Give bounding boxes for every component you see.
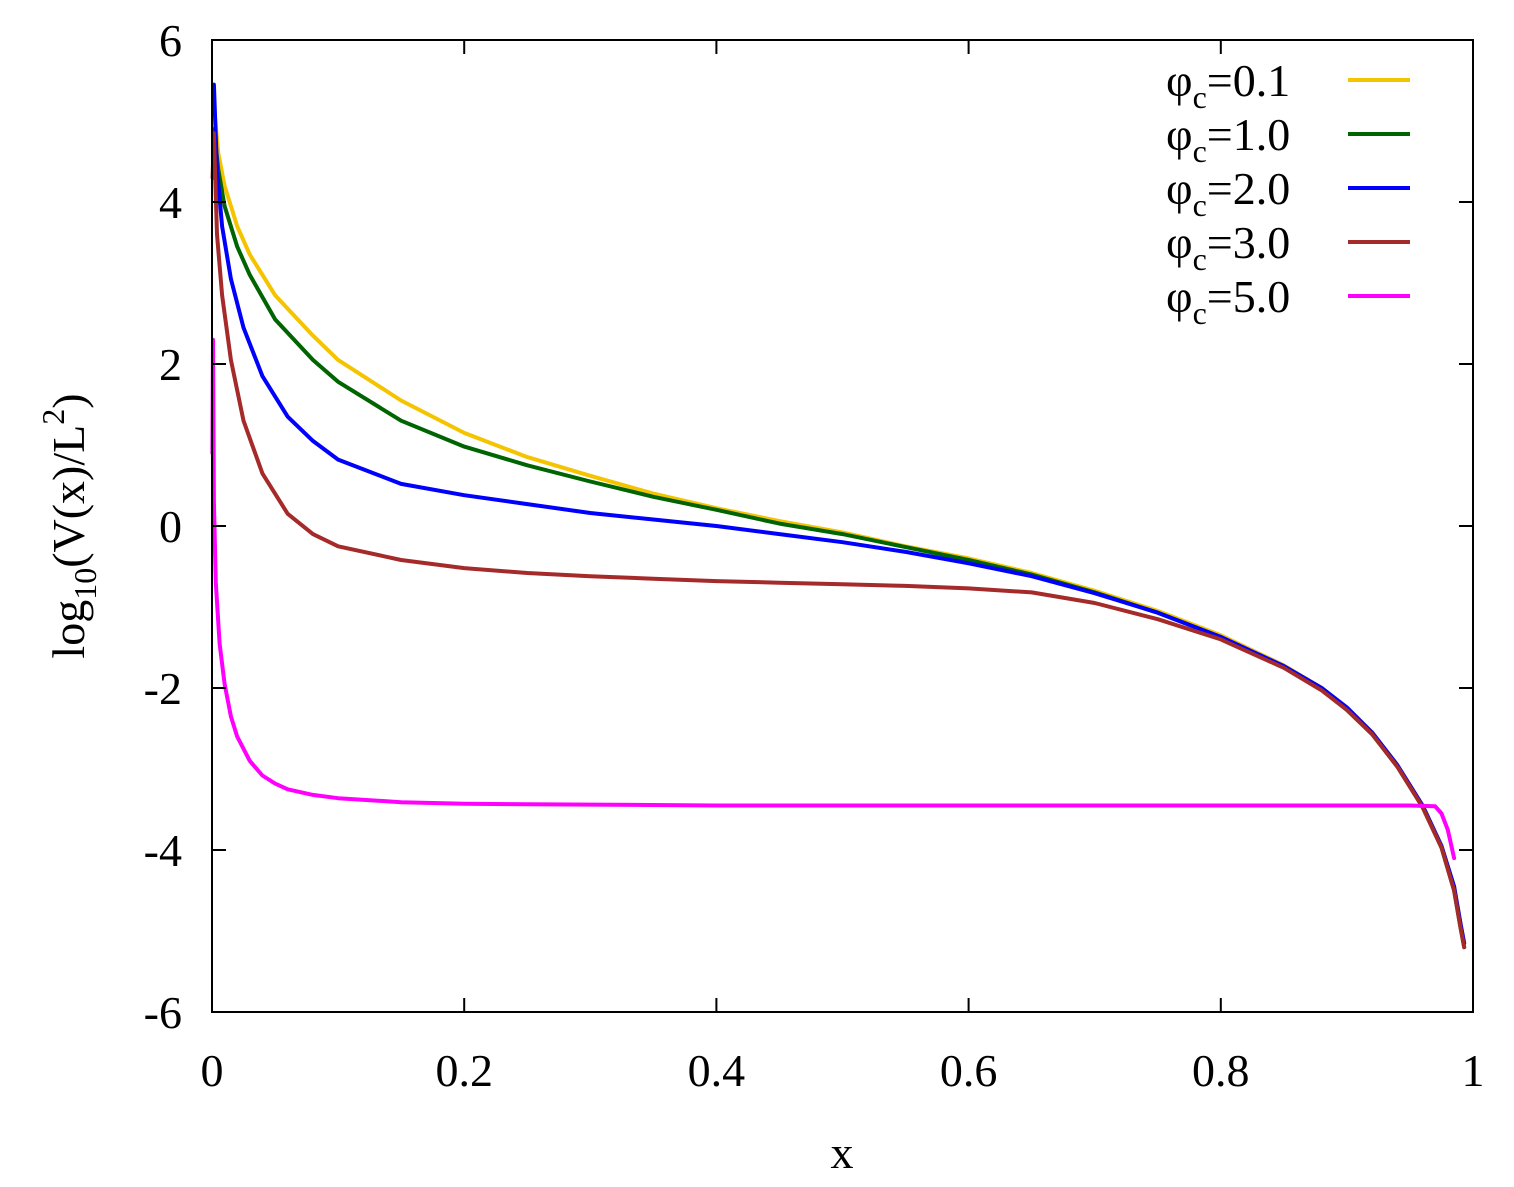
legend-label-1: φc=0.1 [1166, 55, 1290, 115]
y-tick-label: -4 [144, 825, 182, 876]
x-tick-label: 0.8 [1192, 1045, 1250, 1096]
y-axis-title-suffix: ) [43, 393, 94, 408]
legend: φc=0.1φc=1.0φc=2.0φc=3.0φc=5.0 [1166, 55, 1410, 331]
legend-label-2: φc=1.0 [1166, 109, 1290, 169]
y-tick-label: 2 [159, 339, 182, 390]
y-axis-title-main: (V(x)/L [43, 425, 94, 568]
x-tick-label: 1 [1462, 1045, 1485, 1096]
legend-label-4: φc=3.0 [1166, 217, 1290, 277]
y-tick-label: -6 [144, 987, 182, 1038]
legend-label-3: φc=2.0 [1166, 163, 1290, 223]
ticks-layer [211, 39, 1474, 1013]
x-tick-label: 0.4 [688, 1045, 746, 1096]
x-tick-labels: 0 0.2 0.4 0.6 0.8 1 [201, 1045, 1485, 1096]
series-line-4 [210, 131, 1467, 950]
series-line-5 [210, 337, 1457, 861]
series-layer [210, 82, 1467, 950]
x-tick-label: 0 [201, 1045, 224, 1096]
x-tick-label: 0.6 [940, 1045, 998, 1096]
y-axis-title-prefix: log [43, 600, 94, 659]
y-axis-title: log10(V(x)/L2) [35, 393, 103, 658]
y-tick-label: 4 [159, 177, 182, 228]
plot-frame [211, 39, 1474, 1013]
x-tick-label: 0.2 [435, 1045, 493, 1096]
y-tick-labels: -6 -4 -2 0 2 4 6 [144, 15, 182, 1038]
y-tick-label: -2 [144, 663, 182, 714]
x-axis-title: x [831, 1127, 854, 1178]
y-tick-label: 6 [159, 15, 182, 66]
y-axis-title-sup: 2 [35, 409, 71, 425]
y-tick-label: 0 [159, 501, 182, 552]
y-axis-title-sub: 10 [67, 568, 103, 600]
legend-label-5: φc=5.0 [1166, 271, 1290, 331]
